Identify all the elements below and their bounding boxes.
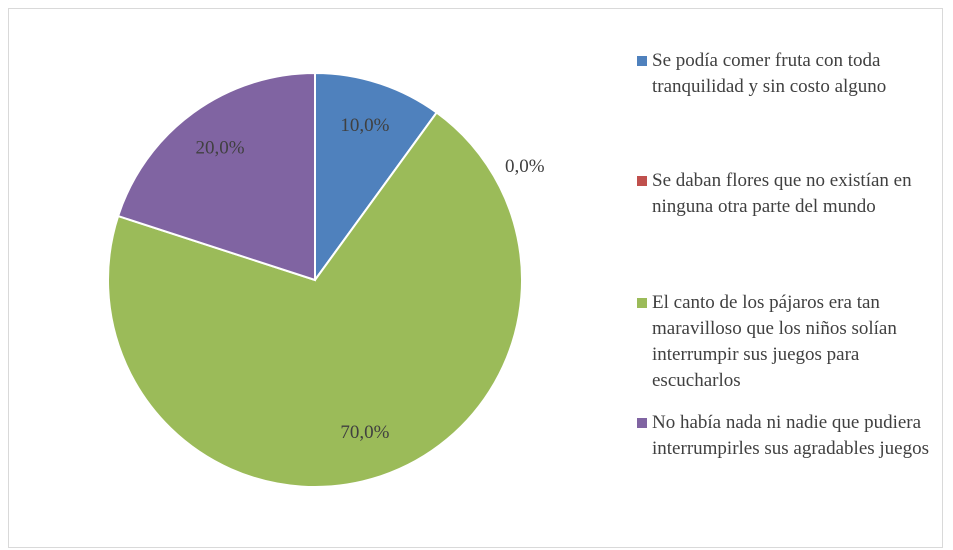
pie-slice [314, 71, 439, 284]
pie-slice [116, 71, 316, 282]
data-label: 20,0% [196, 138, 245, 159]
data-label: 0,0% [505, 156, 545, 177]
legend-swatch [637, 56, 647, 66]
legend-swatch [637, 176, 647, 186]
legend-entry: Se podía comer fruta con toda tranquilid… [637, 48, 937, 100]
chart-frame [8, 8, 943, 548]
legend-swatch [637, 418, 647, 428]
legend-label: Se daban flores que no existían en ningu… [652, 170, 912, 217]
legend-label: No había nada ni nadie que pudiera inter… [652, 412, 930, 459]
legend-entry: El canto de los pájaros era tan maravill… [637, 290, 937, 394]
data-label: 10,0% [340, 115, 389, 136]
legend-entry: No había nada ni nadie que pudiera inter… [637, 410, 937, 462]
pie-slice [107, 111, 523, 488]
data-label: 70,0% [340, 422, 389, 443]
legend-swatch [637, 298, 647, 308]
legend-label: El canto de los pájaros era tan maravill… [652, 292, 897, 391]
legend-label: Se podía comer fruta con toda tranquilid… [652, 50, 887, 97]
legend-entry: Se daban flores que no existían en ningu… [637, 168, 937, 220]
